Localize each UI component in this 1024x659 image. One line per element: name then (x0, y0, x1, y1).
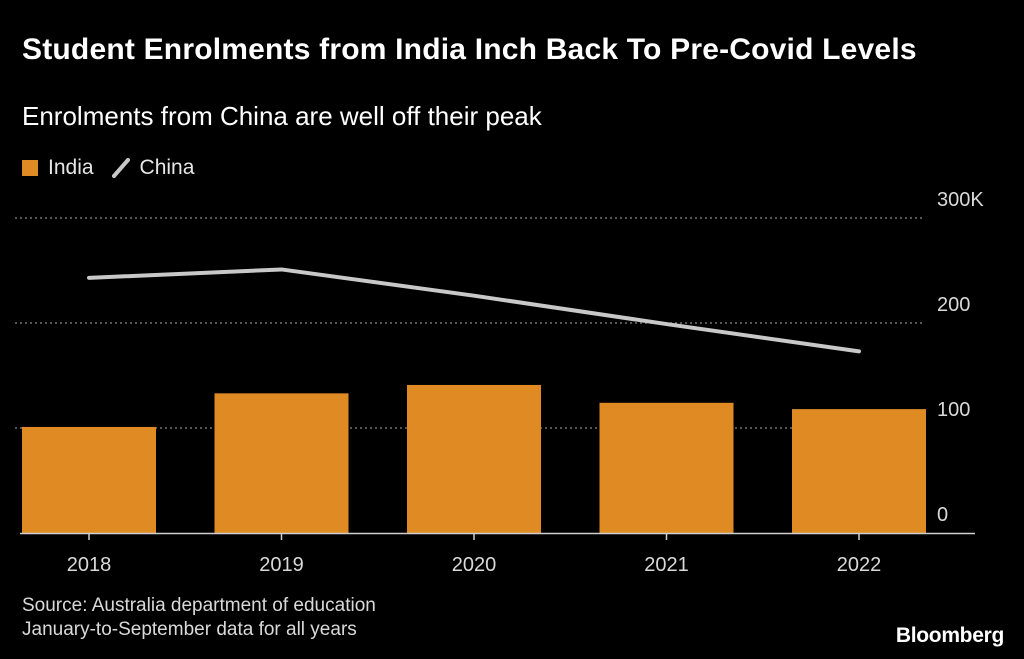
bar-india-2020 (407, 384, 541, 533)
line-china (87, 267, 861, 354)
legend-label-india: India (48, 156, 94, 179)
india-bars (22, 384, 926, 533)
x-tick-label-2019: 2019 (259, 554, 304, 576)
y-tick-label-100: 100 (937, 399, 970, 421)
chart-subtitle: Enrolments from China are well off their… (22, 101, 542, 131)
y-axis-labels: 300K 200 100 0 (937, 189, 984, 526)
y-tick-label-200: 200 (937, 294, 970, 316)
x-tick-label-2021: 2021 (644, 554, 689, 576)
bar-india-2019 (214, 393, 349, 533)
data-note: January-to-September data for all years (22, 619, 357, 640)
x-tick-label-2020: 2020 (452, 554, 497, 576)
source-note: Source: Australia department of educatio… (22, 595, 376, 616)
chart-title: Student Enrolments from India Inch Back … (22, 33, 917, 66)
india-swatch-icon (22, 160, 38, 176)
legend-item-china: China (111, 156, 195, 180)
y-tick-label-300: 300K (937, 189, 984, 211)
bloomberg-logo: Bloomberg (895, 624, 1004, 647)
x-tick-label-2022: 2022 (837, 554, 882, 576)
china-series (87, 267, 861, 354)
china-line-icon (111, 158, 130, 178)
x-tick-label-2018: 2018 (67, 554, 112, 576)
x-axis: 2018 2019 2020 2021 2022 (20, 532, 975, 576)
y-tick-label-0: 0 (937, 504, 948, 526)
bar-india-2022 (792, 409, 926, 533)
legend: India China (22, 154, 212, 182)
legend-label-china: China (139, 156, 195, 179)
legend-item-india: India (22, 156, 94, 180)
bar-india-2018 (22, 426, 156, 533)
bar-india-2021 (599, 402, 734, 533)
